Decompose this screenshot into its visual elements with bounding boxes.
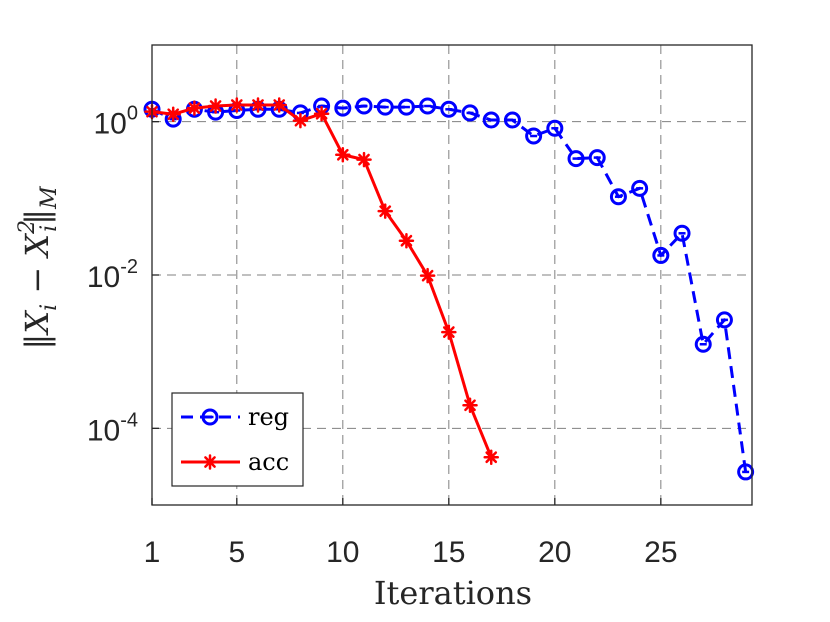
legend-box [171,392,304,487]
data-point-reg [376,98,394,116]
data-point-reg [419,97,437,115]
data-point-acc [250,97,266,113]
data-point-acc [419,267,436,284]
svg-text:‖Xi − X2i‖M: ‖Xi − X2i‖M [15,186,62,350]
marker-stroke [336,148,349,161]
data-point-acc [313,105,330,122]
marker-ring [673,224,691,242]
data-point-acc [229,97,245,113]
legend-reg-marker [201,408,219,426]
y-tick-label: 100 [94,103,139,141]
y-tick-label: 10-2 [87,256,138,294]
marker-ring [440,100,458,118]
marker-stroke [294,114,307,127]
marker-stroke [252,99,264,111]
marker-stroke [204,456,216,468]
x-tick-label: 10 [326,536,359,569]
data-point-acc [271,97,287,113]
data-point-reg [546,119,564,137]
data-point-acc [441,324,457,340]
marker-ring [482,111,500,129]
legend-reg-sample [181,408,240,426]
marker-stroke [358,153,370,166]
data-point-acc [207,98,224,114]
marker-stroke [188,102,201,115]
marker-ring [376,98,394,116]
marker-ring [503,111,521,129]
data-point-acc [483,449,499,465]
data-point-reg [525,127,543,145]
data-point-reg [652,246,670,264]
marker-stroke [273,99,286,111]
data-point-reg [334,99,352,117]
marker-ring [546,119,564,137]
marker-ring [201,408,219,426]
marker-ring [397,98,415,116]
x-tick-label: 5 [228,536,245,569]
legend-acc-sample [181,454,240,470]
data-point-acc [335,147,351,163]
marker-ring [525,127,543,145]
marker-ring [694,335,712,353]
legend-acc-marker [202,454,218,470]
x-axis-label: Iterations [374,574,532,612]
legend-reg-label: reg [248,403,289,431]
x-tick-label: 25 [644,536,677,569]
legend-acc-label: acc [248,448,289,476]
marker-ring [355,97,373,115]
data-point-reg [609,188,627,206]
marker-stroke [400,234,413,247]
data-point-reg [715,311,733,329]
data-point-reg [588,149,606,167]
data-point-acc [292,112,309,129]
data-point-acc [186,100,203,116]
x-tick-label: 1 [144,536,161,569]
marker-ring [715,311,733,329]
data-point-acc [377,203,393,219]
marker-ring [567,150,585,168]
data-point-reg [631,179,649,197]
y-tick-label: 10-4 [87,409,138,447]
marker-stroke [379,205,392,218]
marker-ring [609,188,627,206]
legend: reg acc [171,392,304,487]
data-point-acc [356,151,372,168]
marker-stroke [421,269,434,282]
data-point-reg [503,111,521,129]
data-point-acc [462,397,478,414]
marker-stroke [315,107,328,120]
marker-stroke [167,108,180,121]
marker-ring [652,246,670,264]
marker-stroke [230,99,243,111]
marker-ring [588,149,606,167]
marker-ring [334,99,352,117]
x-tick-label: 20 [538,536,571,569]
marker-ring [461,104,479,122]
data-point-reg [482,111,500,129]
marker-ring [419,97,437,115]
data-point-reg [355,97,373,115]
data-point-reg [694,335,712,353]
marker-stroke [442,326,455,338]
marker-stroke [485,451,498,464]
data-point-acc [165,106,181,122]
x-tick-label: 15 [432,536,465,569]
data-point-reg [461,104,479,122]
data-point-reg [567,150,585,168]
y-axis-label: ‖Xi − X2i‖M [15,186,62,350]
data-point-reg [397,98,415,116]
marker-ring [631,179,649,197]
marker-stroke [209,100,222,112]
data-point-acc [398,232,415,249]
series-layer [143,97,755,481]
data-point-reg [440,100,458,118]
marker-stroke [464,399,476,412]
data-point-reg [673,224,691,242]
